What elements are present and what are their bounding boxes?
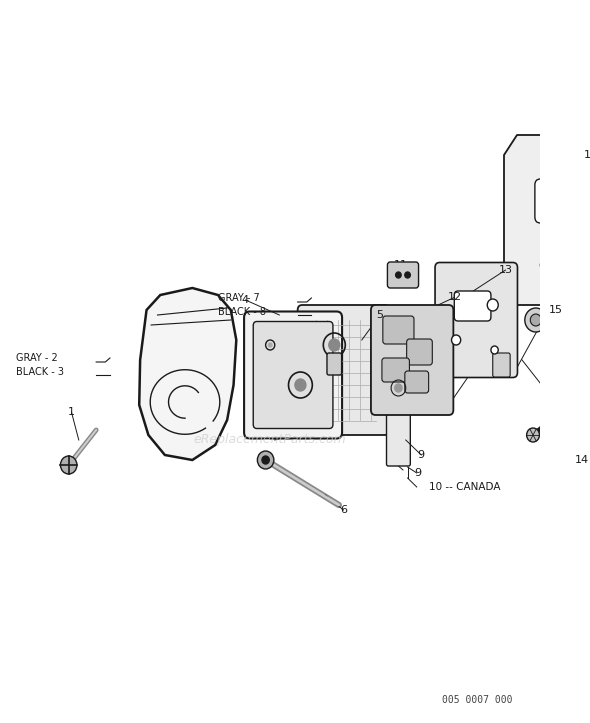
Text: 15: 15 <box>549 305 563 315</box>
Circle shape <box>530 314 541 326</box>
Text: 4: 4 <box>242 295 249 305</box>
Circle shape <box>262 456 269 464</box>
Circle shape <box>580 248 590 262</box>
Circle shape <box>295 379 306 391</box>
FancyBboxPatch shape <box>388 262 418 288</box>
FancyBboxPatch shape <box>244 312 342 439</box>
Circle shape <box>540 260 549 270</box>
Circle shape <box>405 272 410 278</box>
FancyBboxPatch shape <box>383 316 414 344</box>
Text: 9: 9 <box>414 468 421 478</box>
FancyBboxPatch shape <box>493 353 510 377</box>
FancyBboxPatch shape <box>454 291 491 321</box>
FancyBboxPatch shape <box>327 353 342 375</box>
Circle shape <box>451 335 461 345</box>
Circle shape <box>329 339 340 351</box>
Text: 6: 6 <box>340 505 347 515</box>
FancyBboxPatch shape <box>405 371 429 393</box>
Polygon shape <box>139 288 237 460</box>
Text: 11: 11 <box>394 260 408 270</box>
Text: BLACK - 3: BLACK - 3 <box>17 367 64 377</box>
Circle shape <box>268 343 272 347</box>
Text: 9: 9 <box>418 450 425 460</box>
Circle shape <box>60 456 77 474</box>
FancyBboxPatch shape <box>371 305 453 415</box>
Text: GRAY - 7: GRAY - 7 <box>218 293 260 303</box>
Circle shape <box>491 346 498 354</box>
Circle shape <box>527 428 539 442</box>
Text: GRAY - 2: GRAY - 2 <box>17 353 58 363</box>
Text: 5: 5 <box>376 310 384 320</box>
Circle shape <box>395 384 402 392</box>
Text: 1: 1 <box>68 407 75 417</box>
FancyBboxPatch shape <box>386 394 410 466</box>
Text: 13: 13 <box>499 265 513 275</box>
FancyBboxPatch shape <box>435 262 517 377</box>
FancyBboxPatch shape <box>407 339 432 365</box>
Text: BLACK - 8: BLACK - 8 <box>218 307 266 317</box>
Text: 10 -- CANADA: 10 -- CANADA <box>429 482 500 492</box>
FancyBboxPatch shape <box>253 322 333 429</box>
Circle shape <box>257 451 274 469</box>
FancyBboxPatch shape <box>535 179 587 223</box>
FancyBboxPatch shape <box>298 305 389 435</box>
Text: 16: 16 <box>584 150 590 160</box>
Text: 005 0007 000: 005 0007 000 <box>442 695 513 705</box>
Text: 12: 12 <box>448 292 462 302</box>
Circle shape <box>487 299 498 311</box>
Polygon shape <box>504 135 590 305</box>
Text: eReplacementParts.com: eReplacementParts.com <box>194 434 346 447</box>
FancyBboxPatch shape <box>382 358 409 382</box>
Text: 14: 14 <box>575 455 589 465</box>
Circle shape <box>525 308 547 332</box>
Circle shape <box>396 272 401 278</box>
